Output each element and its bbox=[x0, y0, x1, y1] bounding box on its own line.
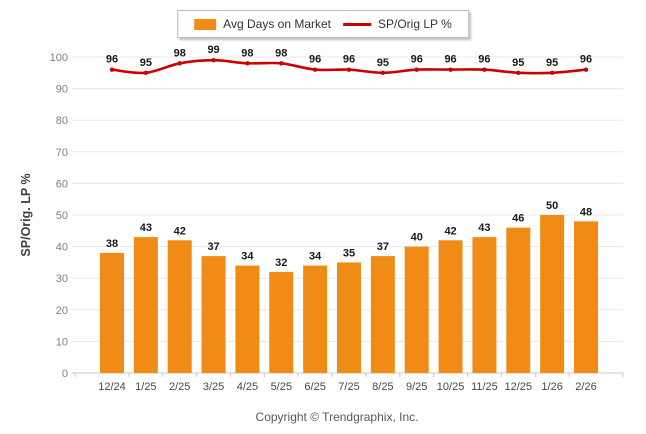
bar-value-label: 37 bbox=[377, 241, 389, 253]
bar bbox=[100, 252, 124, 373]
line-value-label: 95 bbox=[512, 57, 524, 69]
bar bbox=[235, 265, 260, 373]
bar bbox=[201, 256, 226, 373]
copyright-text: Copyright © Trendgraphix, Inc. bbox=[255, 410, 419, 424]
bar-value-label: 43 bbox=[478, 222, 490, 234]
line-point bbox=[143, 70, 149, 76]
line-value-label: 98 bbox=[174, 47, 186, 59]
x-tick-label: 2/26 bbox=[575, 381, 596, 393]
bar-value-label: 34 bbox=[309, 251, 322, 263]
bar-value-label: 34 bbox=[241, 251, 254, 263]
bar-value-label: 32 bbox=[275, 257, 287, 269]
x-tick-label: 5/25 bbox=[271, 381, 292, 393]
y-tick-label: 20 bbox=[56, 305, 68, 317]
bar bbox=[269, 271, 294, 373]
bar-value-label: 42 bbox=[444, 225, 456, 237]
y-tick-label: 100 bbox=[50, 52, 68, 64]
bar bbox=[506, 227, 531, 373]
line-value-label: 95 bbox=[140, 57, 152, 69]
bar-value-label: 37 bbox=[207, 241, 219, 253]
line-point bbox=[346, 67, 352, 72]
bar bbox=[133, 237, 158, 373]
line-value-label: 95 bbox=[546, 57, 558, 69]
legend-label: Avg Days on Market bbox=[223, 17, 332, 31]
x-tick-label: 12/24 bbox=[98, 381, 126, 393]
x-tick-label: 6/25 bbox=[304, 381, 325, 393]
bar bbox=[167, 240, 192, 373]
line-value-label: 95 bbox=[377, 57, 389, 69]
y-tick-label: 60 bbox=[56, 178, 68, 190]
line-point bbox=[245, 61, 250, 66]
line-point bbox=[516, 70, 521, 76]
line-value-label: 96 bbox=[106, 54, 118, 66]
y-tick-label: 90 bbox=[56, 84, 68, 96]
bar bbox=[438, 240, 463, 373]
legend-label: SP/Orig LP % bbox=[378, 17, 452, 31]
bar bbox=[303, 265, 328, 373]
line-value-label: 98 bbox=[275, 47, 287, 59]
line-value-label: 96 bbox=[478, 54, 490, 66]
line-point bbox=[414, 67, 419, 72]
chart-legend: Avg Days on Market SP/Orig LP % bbox=[177, 10, 469, 38]
line-point bbox=[482, 67, 487, 72]
y-tick-label: 70 bbox=[56, 147, 68, 159]
bar-value-label: 40 bbox=[411, 232, 423, 244]
x-tick-label: 1/25 bbox=[135, 381, 156, 393]
bar bbox=[472, 237, 497, 373]
line-value-label: 96 bbox=[411, 54, 423, 66]
bar-value-label: 35 bbox=[343, 247, 355, 259]
x-tick-label: 12/25 bbox=[505, 381, 533, 393]
x-tick-label: 3/25 bbox=[203, 381, 224, 393]
x-tick-label: 11/25 bbox=[471, 381, 498, 393]
x-tick-label: 9/25 bbox=[406, 381, 427, 393]
bar bbox=[370, 256, 395, 373]
line-point bbox=[448, 67, 453, 72]
line-point bbox=[279, 61, 284, 66]
bar-value-label: 42 bbox=[174, 225, 186, 237]
bar bbox=[337, 262, 361, 373]
x-tick-label: 1/26 bbox=[541, 381, 562, 393]
bar bbox=[404, 246, 429, 373]
bar bbox=[540, 215, 565, 373]
line-value-label: 96 bbox=[444, 54, 456, 66]
legend-item-avg-days: Avg Days on Market bbox=[194, 17, 331, 31]
line-value-label: 96 bbox=[343, 54, 355, 66]
y-tick-label: 40 bbox=[56, 242, 68, 254]
y-axis-title: SP/Orig. LP % bbox=[19, 173, 33, 256]
line-point bbox=[583, 67, 589, 72]
line-point bbox=[312, 67, 318, 72]
line-point bbox=[549, 70, 555, 76]
x-tick-label: 2/25 bbox=[169, 381, 190, 393]
bar-value-label: 50 bbox=[546, 200, 558, 212]
x-tick-label: 7/25 bbox=[338, 381, 359, 393]
bar-value-label: 43 bbox=[140, 222, 152, 234]
line-value-label: 96 bbox=[580, 54, 592, 66]
x-tick-label: 10/25 bbox=[437, 381, 465, 393]
bar-swatch-icon bbox=[194, 18, 217, 30]
x-tick-label: 4/25 bbox=[237, 381, 258, 393]
bar-value-label: 48 bbox=[580, 206, 592, 218]
x-tick-label: 8/25 bbox=[372, 381, 393, 393]
line-point bbox=[177, 61, 182, 66]
line-swatch-icon bbox=[343, 22, 372, 26]
y-tick-label: 50 bbox=[56, 210, 68, 222]
line-point bbox=[211, 57, 216, 63]
legend-item-sp-orig-lp: SP/Orig LP % bbox=[343, 17, 452, 31]
bar bbox=[574, 221, 598, 373]
bar-value-label: 46 bbox=[512, 213, 524, 225]
line-value-label: 96 bbox=[309, 54, 321, 66]
y-tick-label: 80 bbox=[56, 115, 68, 127]
line-point bbox=[380, 70, 386, 76]
y-tick-label: 30 bbox=[56, 273, 68, 285]
line-value-label: 99 bbox=[207, 44, 219, 56]
y-tick-label: 0 bbox=[62, 368, 68, 380]
bar-value-label: 38 bbox=[106, 238, 118, 250]
y-tick-label: 10 bbox=[56, 336, 68, 348]
line-point bbox=[109, 67, 115, 72]
line-value-label: 98 bbox=[241, 47, 253, 59]
